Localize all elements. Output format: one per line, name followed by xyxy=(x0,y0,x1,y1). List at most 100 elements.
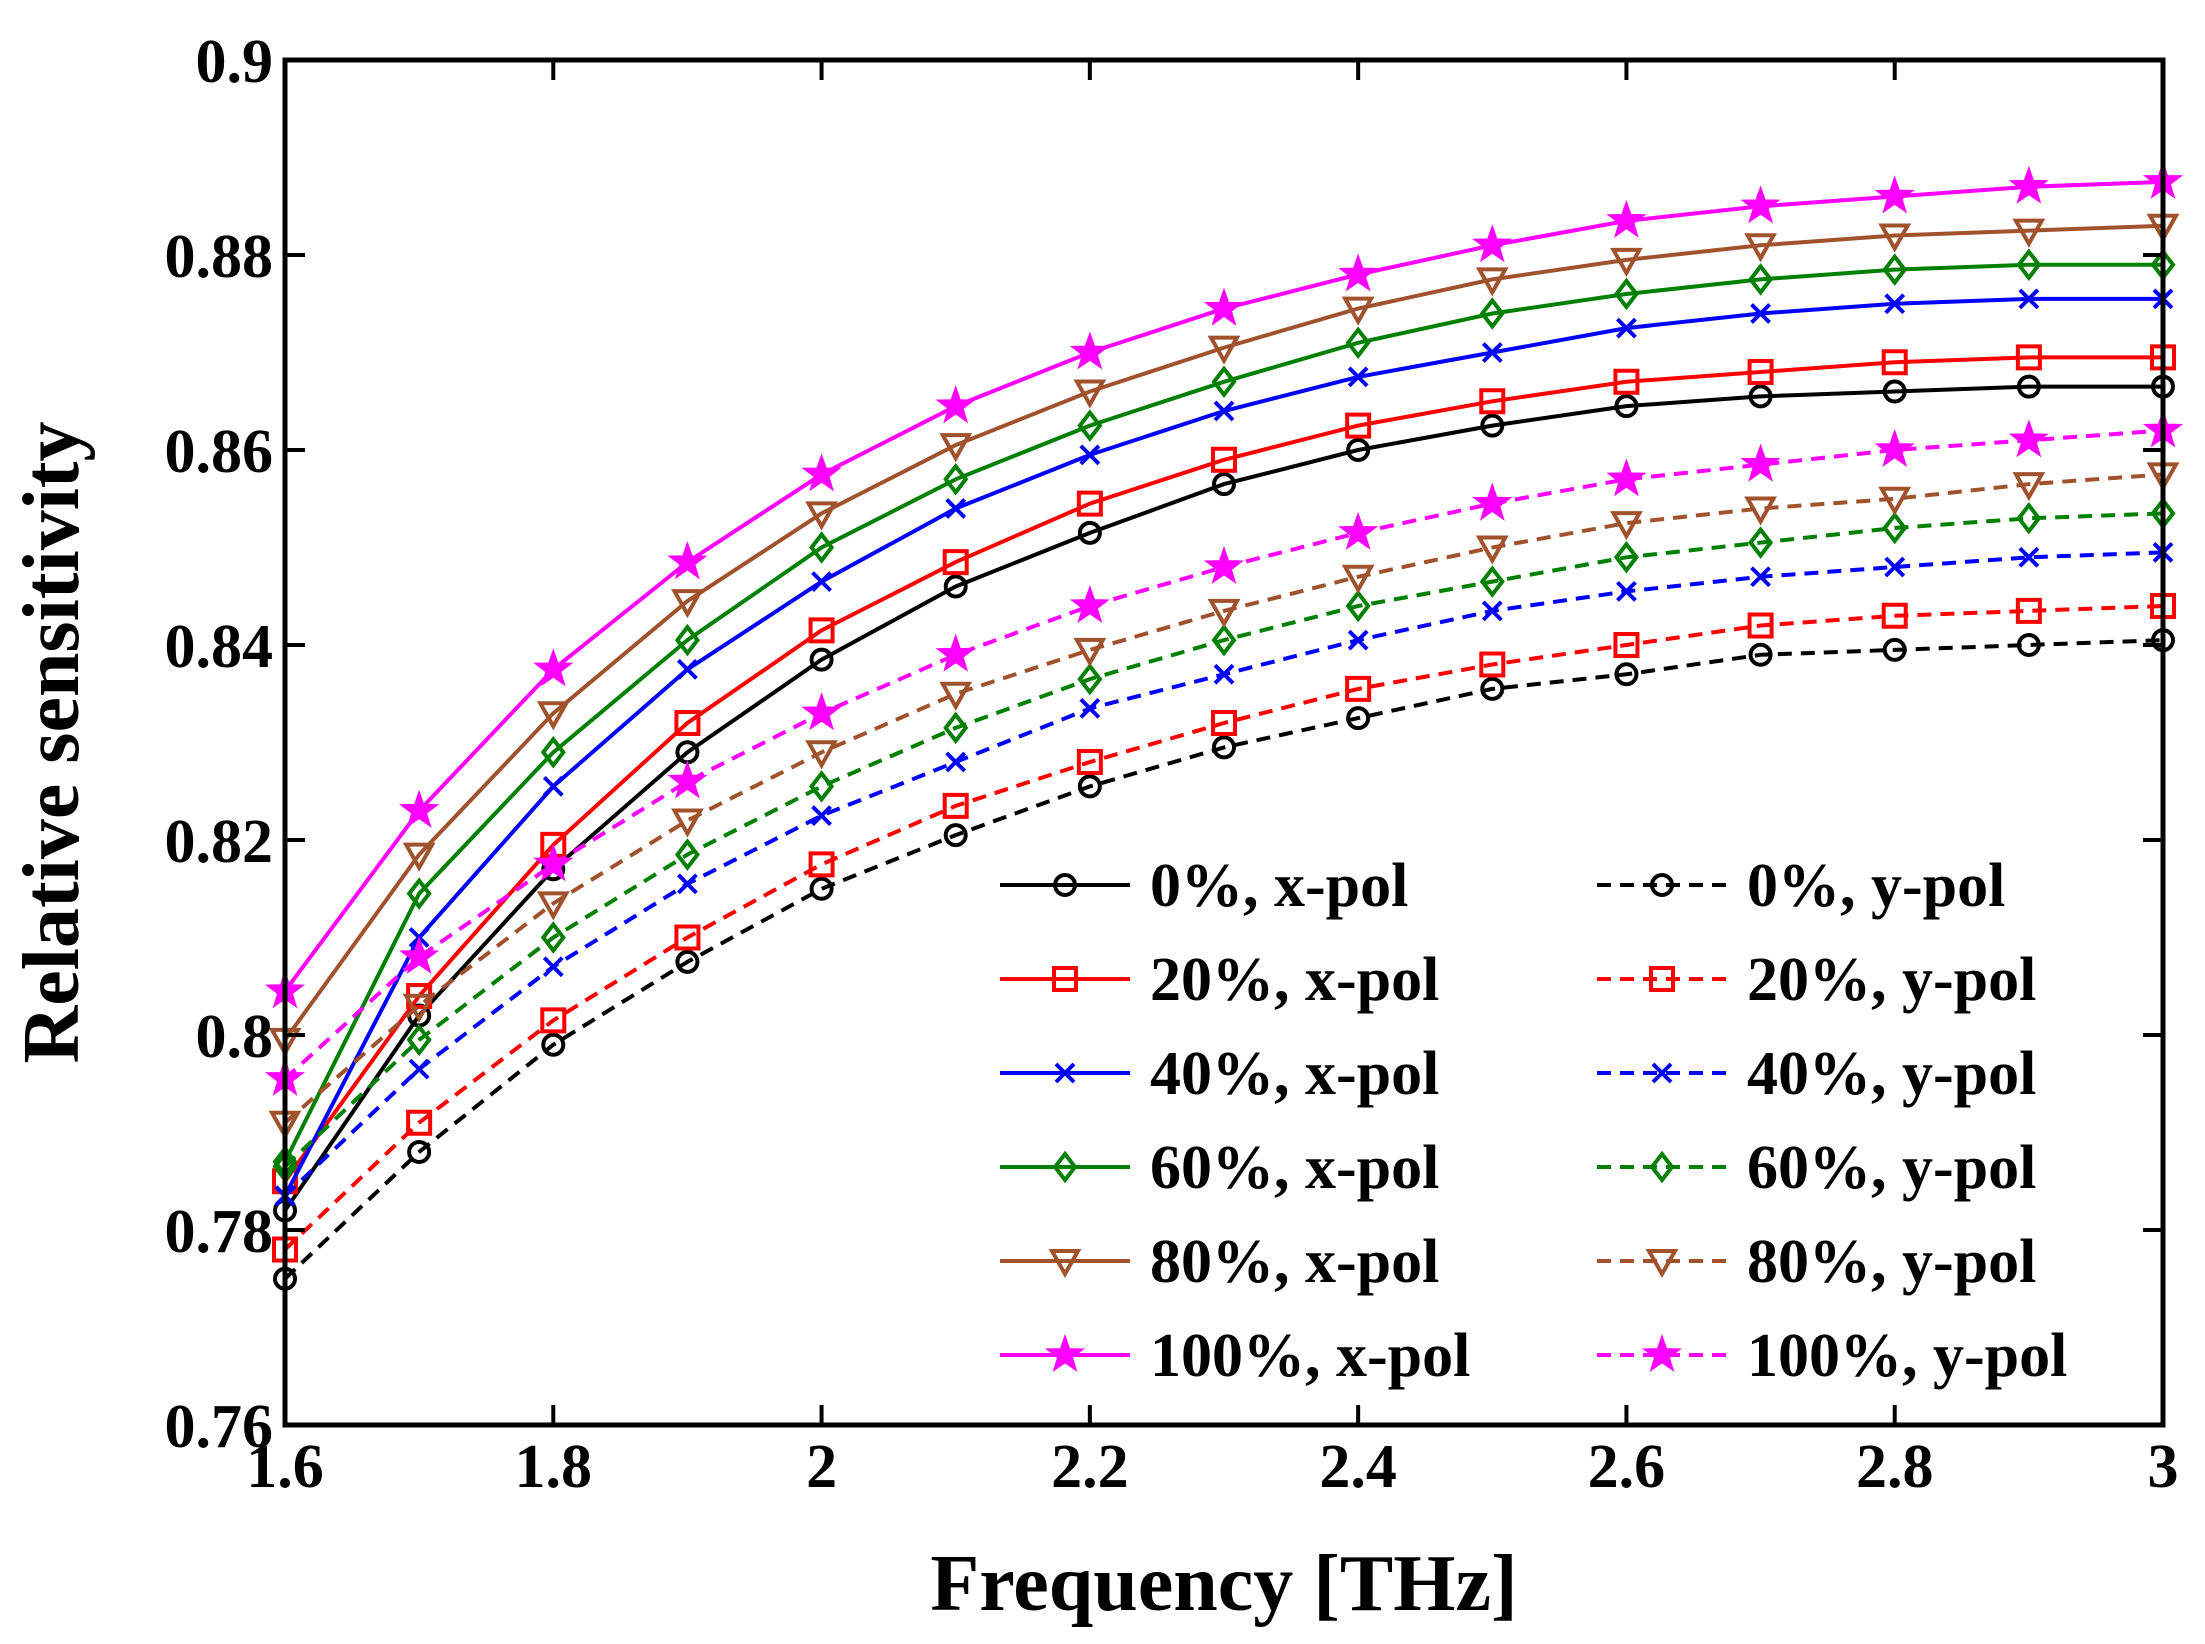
y-tick-label: 0.86 xyxy=(165,418,274,486)
data-point xyxy=(1211,446,1237,473)
data-point xyxy=(667,760,708,799)
series-5 xyxy=(264,160,2184,1009)
legend-label: 60%, x-pol xyxy=(1150,1134,1439,1202)
legend-entry: 100%, x-pol xyxy=(1000,1322,1470,1390)
data-point xyxy=(2012,218,2046,248)
series-line xyxy=(283,472,2164,1125)
legend-entry: 80%, y-pol xyxy=(1597,1228,2036,1296)
legend-marker xyxy=(1048,1249,1082,1279)
data-point xyxy=(1346,438,1371,462)
data-point xyxy=(1606,199,1647,238)
legend-marker xyxy=(1649,1150,1675,1184)
data-point xyxy=(1750,303,1771,324)
data-point xyxy=(801,453,842,492)
data-point xyxy=(1079,444,1101,466)
data-point xyxy=(939,433,973,463)
data-point xyxy=(671,589,704,619)
data-point xyxy=(1213,663,1235,685)
data-point xyxy=(811,571,832,593)
series-line xyxy=(283,511,2164,1169)
x-tick-label: 2.4 xyxy=(1319,1433,1397,1501)
data-point xyxy=(533,648,574,687)
data-point xyxy=(536,701,570,731)
data-point xyxy=(1884,556,1906,578)
data-point xyxy=(1211,710,1237,736)
plot-frame xyxy=(282,57,2166,1428)
data-point xyxy=(1207,335,1241,365)
data-point xyxy=(1881,602,1908,629)
data-point xyxy=(945,498,967,519)
data-point xyxy=(805,501,838,531)
data-point xyxy=(1614,394,1639,419)
data-point xyxy=(945,751,967,773)
data-point xyxy=(2018,546,2040,568)
legend-marker xyxy=(1651,1062,1673,1084)
data-point xyxy=(541,1032,566,1057)
series-4 xyxy=(268,213,2180,1057)
series-line xyxy=(283,384,2163,1212)
data-point xyxy=(943,823,968,848)
series-0 xyxy=(273,374,2175,1223)
data-point xyxy=(801,692,842,731)
y-axis-title: Relative sensitivity xyxy=(8,421,96,1063)
data-point xyxy=(1481,600,1503,622)
series-line xyxy=(283,355,2163,1183)
data-point xyxy=(1882,253,1908,286)
legend-label: 80%, x-pol xyxy=(1150,1228,1439,1296)
data-point xyxy=(1077,409,1103,442)
data-point xyxy=(402,993,436,1023)
data-point xyxy=(1479,651,1506,678)
data-point xyxy=(1203,287,1245,326)
data-point xyxy=(1884,293,1906,315)
legend-label: 0%, x-pol xyxy=(1150,852,1408,920)
x-tick-label: 3 xyxy=(2148,1433,2179,1501)
data-point xyxy=(1480,676,1505,701)
data-point xyxy=(2015,344,2042,371)
data-point xyxy=(1882,637,1907,662)
data-point xyxy=(2012,472,2046,502)
legend-entry: 20%, y-pol xyxy=(1597,946,2036,1014)
data-point xyxy=(408,1058,430,1080)
data-point xyxy=(1338,253,1379,292)
legend-entry: 40%, x-pol xyxy=(1000,1040,1439,1108)
data-point xyxy=(1881,349,1908,376)
data-point xyxy=(1076,490,1103,517)
data-point xyxy=(809,876,834,901)
data-point xyxy=(1606,458,1647,497)
y-tick-label: 0.78 xyxy=(165,1198,274,1266)
data-point xyxy=(1341,296,1375,326)
data-point xyxy=(1069,584,1110,624)
axis-ticks: 1.6 1.8 2 2.2 2.4 2.6 2.8 3 0.76 0.78 0.8 0.82 0.84 0… xyxy=(165,28,2179,1501)
data-point xyxy=(1616,580,1637,602)
legend-label: 60%, y-pol xyxy=(1747,1134,2036,1202)
data-point xyxy=(1212,472,1236,497)
data-point xyxy=(1610,247,1643,277)
data-point xyxy=(942,792,969,819)
data-point xyxy=(2008,419,2049,458)
data-point xyxy=(811,805,832,827)
data-point xyxy=(675,949,700,974)
data-point xyxy=(2016,633,2041,657)
data-point xyxy=(667,541,708,580)
data-point xyxy=(1212,735,1236,760)
legend-marker xyxy=(1052,966,1078,992)
x-tick-label: 2.6 xyxy=(1588,1433,1666,1501)
data-point xyxy=(399,789,440,828)
series-line xyxy=(283,604,2164,1251)
data-point xyxy=(943,462,969,496)
data-point xyxy=(2016,248,2042,282)
data-point xyxy=(677,873,698,895)
y-tick-label: 0.76 xyxy=(165,1393,274,1461)
legend-label: 100%, x-pol xyxy=(1150,1322,1470,1390)
data-point xyxy=(1345,326,1371,360)
legend-marker xyxy=(1044,1333,1086,1373)
data-point xyxy=(1347,366,1369,388)
legend-label: 40%, y-pol xyxy=(1747,1040,2036,1108)
data-point xyxy=(1613,632,1640,658)
legend-entry: 20%, x-pol xyxy=(1000,946,1439,1014)
data-point xyxy=(1740,185,1781,224)
data-point xyxy=(1882,511,1908,545)
data-point xyxy=(1882,379,1907,404)
data-point xyxy=(1613,368,1640,395)
data-point xyxy=(1472,224,1513,263)
